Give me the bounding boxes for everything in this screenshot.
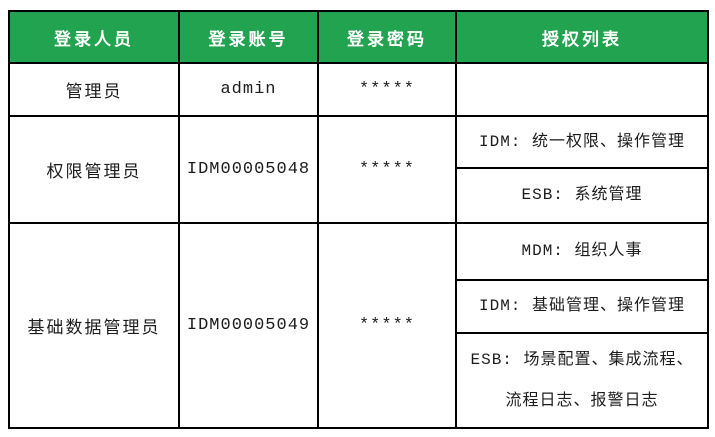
header-login-person: 登录人员 bbox=[8, 10, 180, 64]
permission-cell: MDM: 组织人事 bbox=[455, 222, 709, 281]
person-cell: 权限管理员 bbox=[8, 115, 180, 224]
password-cell: ***** bbox=[317, 222, 457, 429]
account-cell: IDM00005049 bbox=[178, 222, 319, 429]
table-row-basic-data-admin: 基础数据管理员 IDM00005049 ***** MDM: 组织人事 bbox=[8, 222, 709, 429]
header-authorization-list: 授权列表 bbox=[455, 10, 709, 64]
password-cell: ***** bbox=[317, 62, 457, 117]
table-header-row: 登录人员 登录账号 登录密码 授权列表 bbox=[8, 10, 709, 64]
table-row-permission-admin: 权限管理员 IDM00005048 ***** IDM: 统一权限、操作管理 bbox=[8, 115, 709, 224]
header-login-password: 登录密码 bbox=[317, 10, 457, 64]
person-cell: 管理员 bbox=[8, 62, 180, 117]
permission-cell: ESB: 场景配置、集成流程、流程日志、报警日志 bbox=[455, 332, 709, 429]
permission-cell: IDM: 统一权限、操作管理 bbox=[455, 115, 709, 169]
table-subrow: ESB: 场景配置、集成流程、流程日志、报警日志 bbox=[9, 332, 709, 429]
login-accounts-table: 登录人员 登录账号 登录密码 授权列表 管理员 admin ***** 权限管理… bbox=[8, 10, 709, 429]
table-subrow: IDM: 基础管理、操作管理 bbox=[9, 279, 709, 334]
table-subrow: ESB: 系统管理 bbox=[9, 167, 709, 224]
account-cell: admin bbox=[178, 62, 319, 117]
permission-cell: ESB: 系统管理 bbox=[455, 167, 709, 224]
person-cell: 基础数据管理员 bbox=[8, 222, 180, 429]
permission-cell: IDM: 基础管理、操作管理 bbox=[455, 279, 709, 334]
header-login-account: 登录账号 bbox=[178, 10, 319, 64]
permission-cell bbox=[455, 62, 709, 117]
password-cell: ***** bbox=[317, 115, 457, 224]
account-cell: IDM00005048 bbox=[178, 115, 319, 224]
table-row-admin: 管理员 admin ***** bbox=[8, 62, 709, 117]
